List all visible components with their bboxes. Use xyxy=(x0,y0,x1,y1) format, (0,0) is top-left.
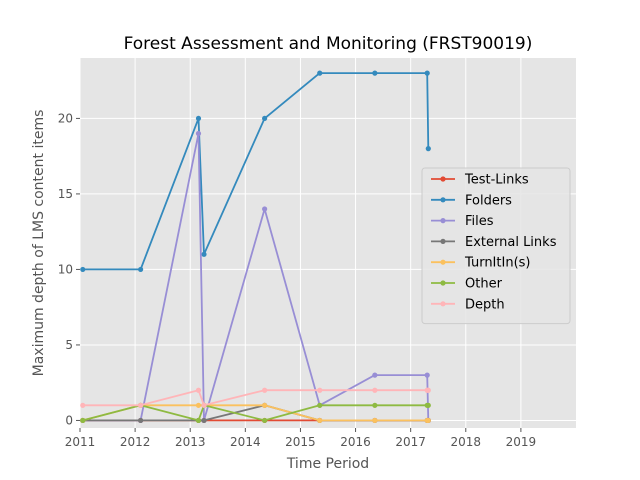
legend-item: Folders xyxy=(431,193,512,208)
x-tick-label: 2018 xyxy=(451,435,482,449)
data-point xyxy=(262,417,268,424)
x-tick-label: 2012 xyxy=(120,435,151,449)
legend-label: External Links xyxy=(465,235,557,250)
legend-marker xyxy=(440,176,446,182)
x-tick-label: 2019 xyxy=(506,435,537,449)
data-point xyxy=(262,387,268,393)
x-tick-label: 2017 xyxy=(395,435,426,449)
legend-marker xyxy=(440,197,446,203)
data-point xyxy=(262,115,268,122)
axis-ticks: 2011 2012 2013 2014 2015 2016 2017 2018 20190510… xyxy=(58,111,536,449)
x-tick-label: 2014 xyxy=(230,435,261,449)
data-point xyxy=(372,417,378,424)
data-point xyxy=(424,70,430,76)
legend-item: Other xyxy=(431,277,503,292)
data-point xyxy=(372,387,378,393)
y-tick-label: 0 xyxy=(65,413,73,427)
legend-label: Files xyxy=(465,214,494,229)
data-point xyxy=(138,266,144,273)
data-point xyxy=(80,266,86,273)
legend-marker xyxy=(440,280,446,286)
data-point xyxy=(317,417,323,424)
series-1 xyxy=(80,70,431,273)
legend-box xyxy=(421,167,571,325)
legend-item: Depth xyxy=(431,297,505,312)
data-point xyxy=(80,417,86,424)
data-point xyxy=(425,146,431,152)
legend-label: TurnItIn(s) xyxy=(464,256,530,271)
data-point xyxy=(317,70,323,76)
data-point xyxy=(372,372,378,378)
legend-item: External Links xyxy=(431,235,557,250)
legend-label: Depth xyxy=(465,297,505,312)
legend-label: Other xyxy=(465,277,503,292)
y-tick-label: 20 xyxy=(58,111,73,125)
legend-label: Test-Links xyxy=(464,173,529,188)
legend-item: Test-Links xyxy=(431,173,529,188)
data-point xyxy=(201,251,207,257)
chart-title: Forest Assessment and Monitoring (FRST90… xyxy=(124,34,533,54)
data-point xyxy=(372,402,378,408)
legend-marker xyxy=(440,238,446,244)
x-axis-label: Time Period xyxy=(286,456,369,472)
data-point xyxy=(262,206,268,212)
data-point xyxy=(195,402,202,408)
legend-marker xyxy=(440,218,446,224)
data-point xyxy=(425,387,431,393)
x-tick-label: 2011 xyxy=(65,435,96,449)
legend-marker xyxy=(440,259,446,265)
data-point xyxy=(317,402,323,408)
y-tick-label: 10 xyxy=(58,262,73,276)
data-point xyxy=(372,70,378,76)
data-point xyxy=(138,417,144,424)
y-axis-label: Maximum depth of LMS content items xyxy=(31,110,47,377)
data-point xyxy=(80,402,86,408)
series-6 xyxy=(80,387,431,408)
data-point xyxy=(262,402,268,408)
data-point xyxy=(424,372,430,378)
data-point xyxy=(195,130,202,137)
data-point xyxy=(317,387,323,393)
legend-marker xyxy=(440,301,446,307)
legend-item: TurnItIn(s) xyxy=(431,256,530,271)
y-tick-label: 15 xyxy=(58,187,73,201)
y-tick-label: 5 xyxy=(65,338,73,352)
legend-label: Folders xyxy=(465,193,512,208)
data-point xyxy=(195,417,202,424)
x-tick-label: 2013 xyxy=(175,435,206,449)
data-point xyxy=(195,115,202,122)
data-point xyxy=(201,417,207,424)
legend: Test-Links Folders Files External Links Turn… xyxy=(421,167,571,325)
data-point xyxy=(425,417,431,424)
data-point xyxy=(138,402,144,408)
x-tick-label: 2016 xyxy=(340,435,371,449)
series-lines xyxy=(80,70,431,424)
legend-item: Files xyxy=(431,214,494,229)
x-tick-label: 2015 xyxy=(285,435,316,449)
data-point xyxy=(425,402,431,408)
data-point xyxy=(195,387,202,393)
data-point xyxy=(201,402,207,408)
